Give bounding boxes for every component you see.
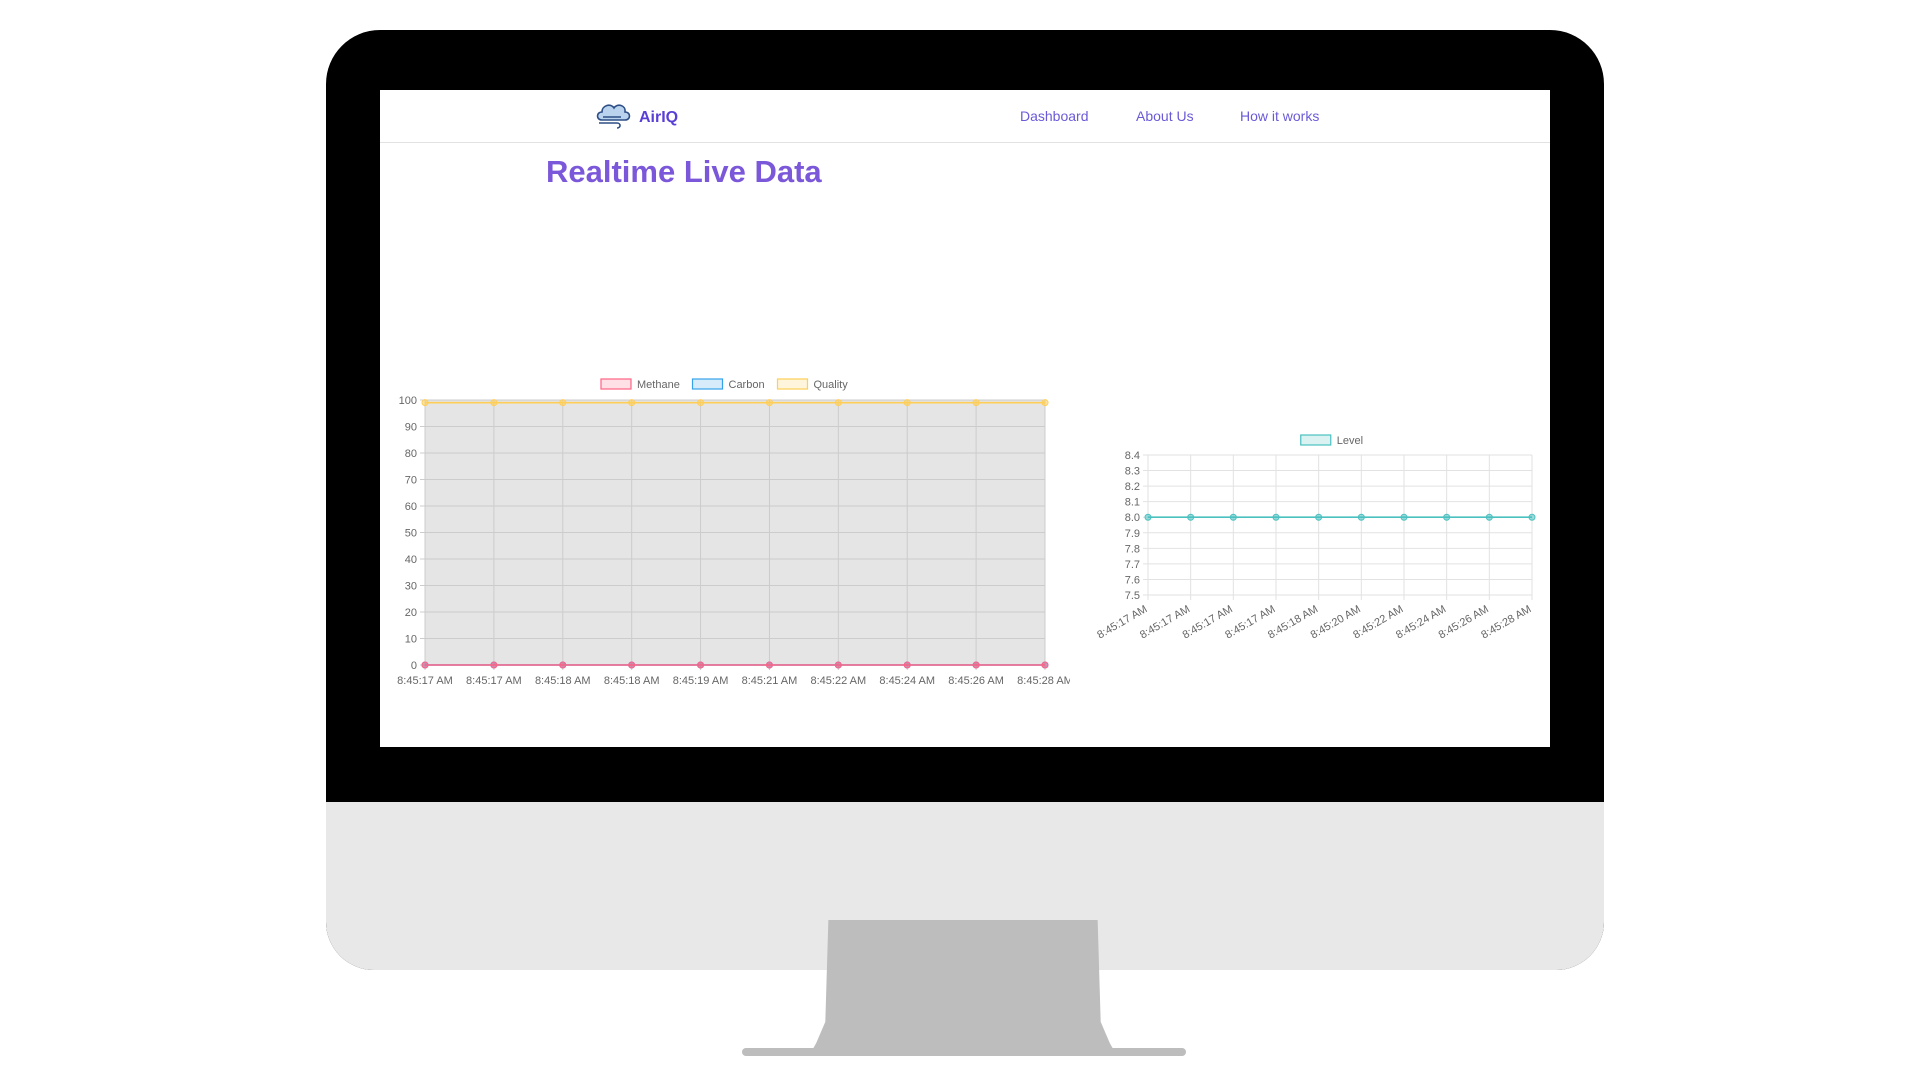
y-tick-label: 70 (405, 475, 417, 487)
data-point-methane (1041, 661, 1049, 669)
data-point-methane (697, 661, 705, 669)
data-point-methane (490, 661, 498, 669)
data-point-quality (628, 399, 636, 407)
data-point-quality (765, 399, 773, 407)
data-point-level (1144, 513, 1152, 521)
x-tick-label: 8:45:18 AM (535, 675, 591, 687)
legend-label: Quality (814, 379, 849, 391)
data-point-quality (559, 399, 567, 407)
data-point-quality (1041, 399, 1049, 407)
screen: AirIQ Dashboard About Us How it works Re… (380, 90, 1550, 747)
brand-name: AirIQ (639, 108, 679, 126)
x-tick-label: 8:45:22 AM (811, 675, 867, 687)
monitor-foot (742, 1048, 1186, 1056)
y-tick-label: 30 (405, 581, 417, 593)
data-point-level (1357, 513, 1365, 521)
legend-swatch-methane (600, 378, 632, 390)
y-tick-label: 8.4 (1125, 450, 1140, 462)
y-tick-label: 7.6 (1125, 574, 1140, 586)
y-tick-label: 8.1 (1125, 497, 1140, 509)
legend-swatch-quality (776, 378, 809, 390)
brand[interactable]: AirIQ (593, 98, 678, 137)
data-point-quality (903, 399, 911, 407)
legend-label: Methane (637, 379, 680, 391)
data-point-methane (765, 661, 773, 669)
x-tick-label: 8:45:17 AM (397, 675, 453, 687)
legend-swatch-level (1300, 434, 1332, 446)
data-point-methane (628, 661, 636, 669)
nav-link-how-it-works[interactable]: How it works (1240, 108, 1320, 124)
data-point-quality (490, 399, 498, 407)
y-tick-label: 90 (405, 422, 417, 434)
data-point-methane (903, 661, 911, 669)
data-point-methane (421, 661, 429, 669)
nav-link-about-us[interactable]: About Us (1136, 108, 1194, 124)
data-point-level (1187, 513, 1195, 521)
data-point-quality (972, 399, 980, 407)
nav-link-dashboard[interactable]: Dashboard (1020, 108, 1089, 124)
y-tick-label: 100 (399, 395, 417, 407)
data-point-level (1400, 513, 1408, 521)
level-chart-svg: Level8.48.38.28.18.07.97.87.77.67.58:45:… (1095, 434, 1536, 641)
navbar: AirIQ Dashboard About Us How it works (380, 90, 1550, 143)
data-point-level (1443, 513, 1451, 521)
y-tick-label: 20 (405, 607, 417, 619)
y-tick-label: 60 (405, 501, 417, 513)
gas-levels-chart-svg: Methane Carbon Quality10090807060504030201… (397, 378, 1073, 687)
y-tick-label: 8.3 (1125, 466, 1140, 478)
y-tick-label: 10 (405, 634, 417, 646)
y-tick-label: 7.7 (1125, 559, 1140, 571)
data-point-quality (421, 399, 429, 407)
data-point-level (1485, 513, 1493, 521)
data-point-methane (559, 661, 567, 669)
data-point-methane (834, 661, 842, 669)
data-point-level (1272, 513, 1280, 521)
y-tick-label: 40 (405, 554, 417, 566)
x-tick-label: 8:45:19 AM (673, 675, 729, 687)
data-point-level (1315, 513, 1323, 521)
x-tick-label: 8:45:24 AM (879, 675, 935, 687)
y-tick-label: 0 (411, 660, 417, 672)
level-chart: Level 8.4 8.3 8.2 8.1 8.0 7.9 7.8 7.7 7.6 7.5 8:45:… (1090, 335, 1550, 655)
data-point-level (1229, 513, 1237, 521)
y-tick-label: 8.0 (1125, 512, 1140, 524)
page-title: Realtime Live Data (546, 154, 822, 189)
x-tick-label: 8:45:26 AM (948, 675, 1004, 687)
x-tick-label: 8:45:21 AM (742, 675, 798, 687)
y-tick-label: 7.5 (1125, 590, 1140, 602)
x-tick-label: 8:45:28 AM (1017, 675, 1070, 687)
chart-legend: Methane Carbon Quality (600, 378, 849, 391)
y-tick-label: 50 (405, 528, 417, 540)
x-tick-label: 8:45:18 AM (604, 675, 660, 687)
data-point-quality (834, 399, 842, 407)
x-tick-label: 8:45:17 AM (466, 675, 522, 687)
y-tick-label: 7.8 (1125, 543, 1140, 555)
cloud-wind-icon (593, 98, 633, 137)
legend-label: Level (1337, 435, 1363, 447)
data-point-level (1528, 513, 1536, 521)
y-tick-label: 7.9 (1125, 528, 1140, 540)
monitor-stand (810, 920, 1116, 1054)
legend-label: Carbon (729, 379, 765, 391)
y-tick-label: 80 (405, 448, 417, 460)
legend-swatch-carbon (691, 378, 724, 390)
gas-levels-chart: Methane Carbon Quality 100 90 80 70 60 50 40 30 20 1… (380, 275, 1073, 705)
y-tick-label: 8.2 (1125, 481, 1140, 493)
data-point-methane (972, 661, 980, 669)
data-point-quality (697, 399, 705, 407)
chart-legend: Level (1300, 434, 1363, 447)
